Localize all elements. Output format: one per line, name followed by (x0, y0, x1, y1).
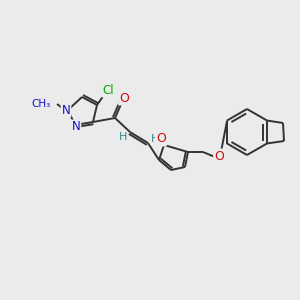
Text: H: H (151, 134, 159, 144)
Text: N: N (72, 121, 80, 134)
Text: O: O (119, 92, 129, 104)
Text: Cl: Cl (102, 83, 114, 97)
Text: CH₃: CH₃ (32, 99, 51, 109)
Text: N: N (61, 103, 70, 116)
Text: O: O (156, 133, 166, 146)
Text: O: O (214, 149, 224, 163)
Text: H: H (119, 132, 127, 142)
